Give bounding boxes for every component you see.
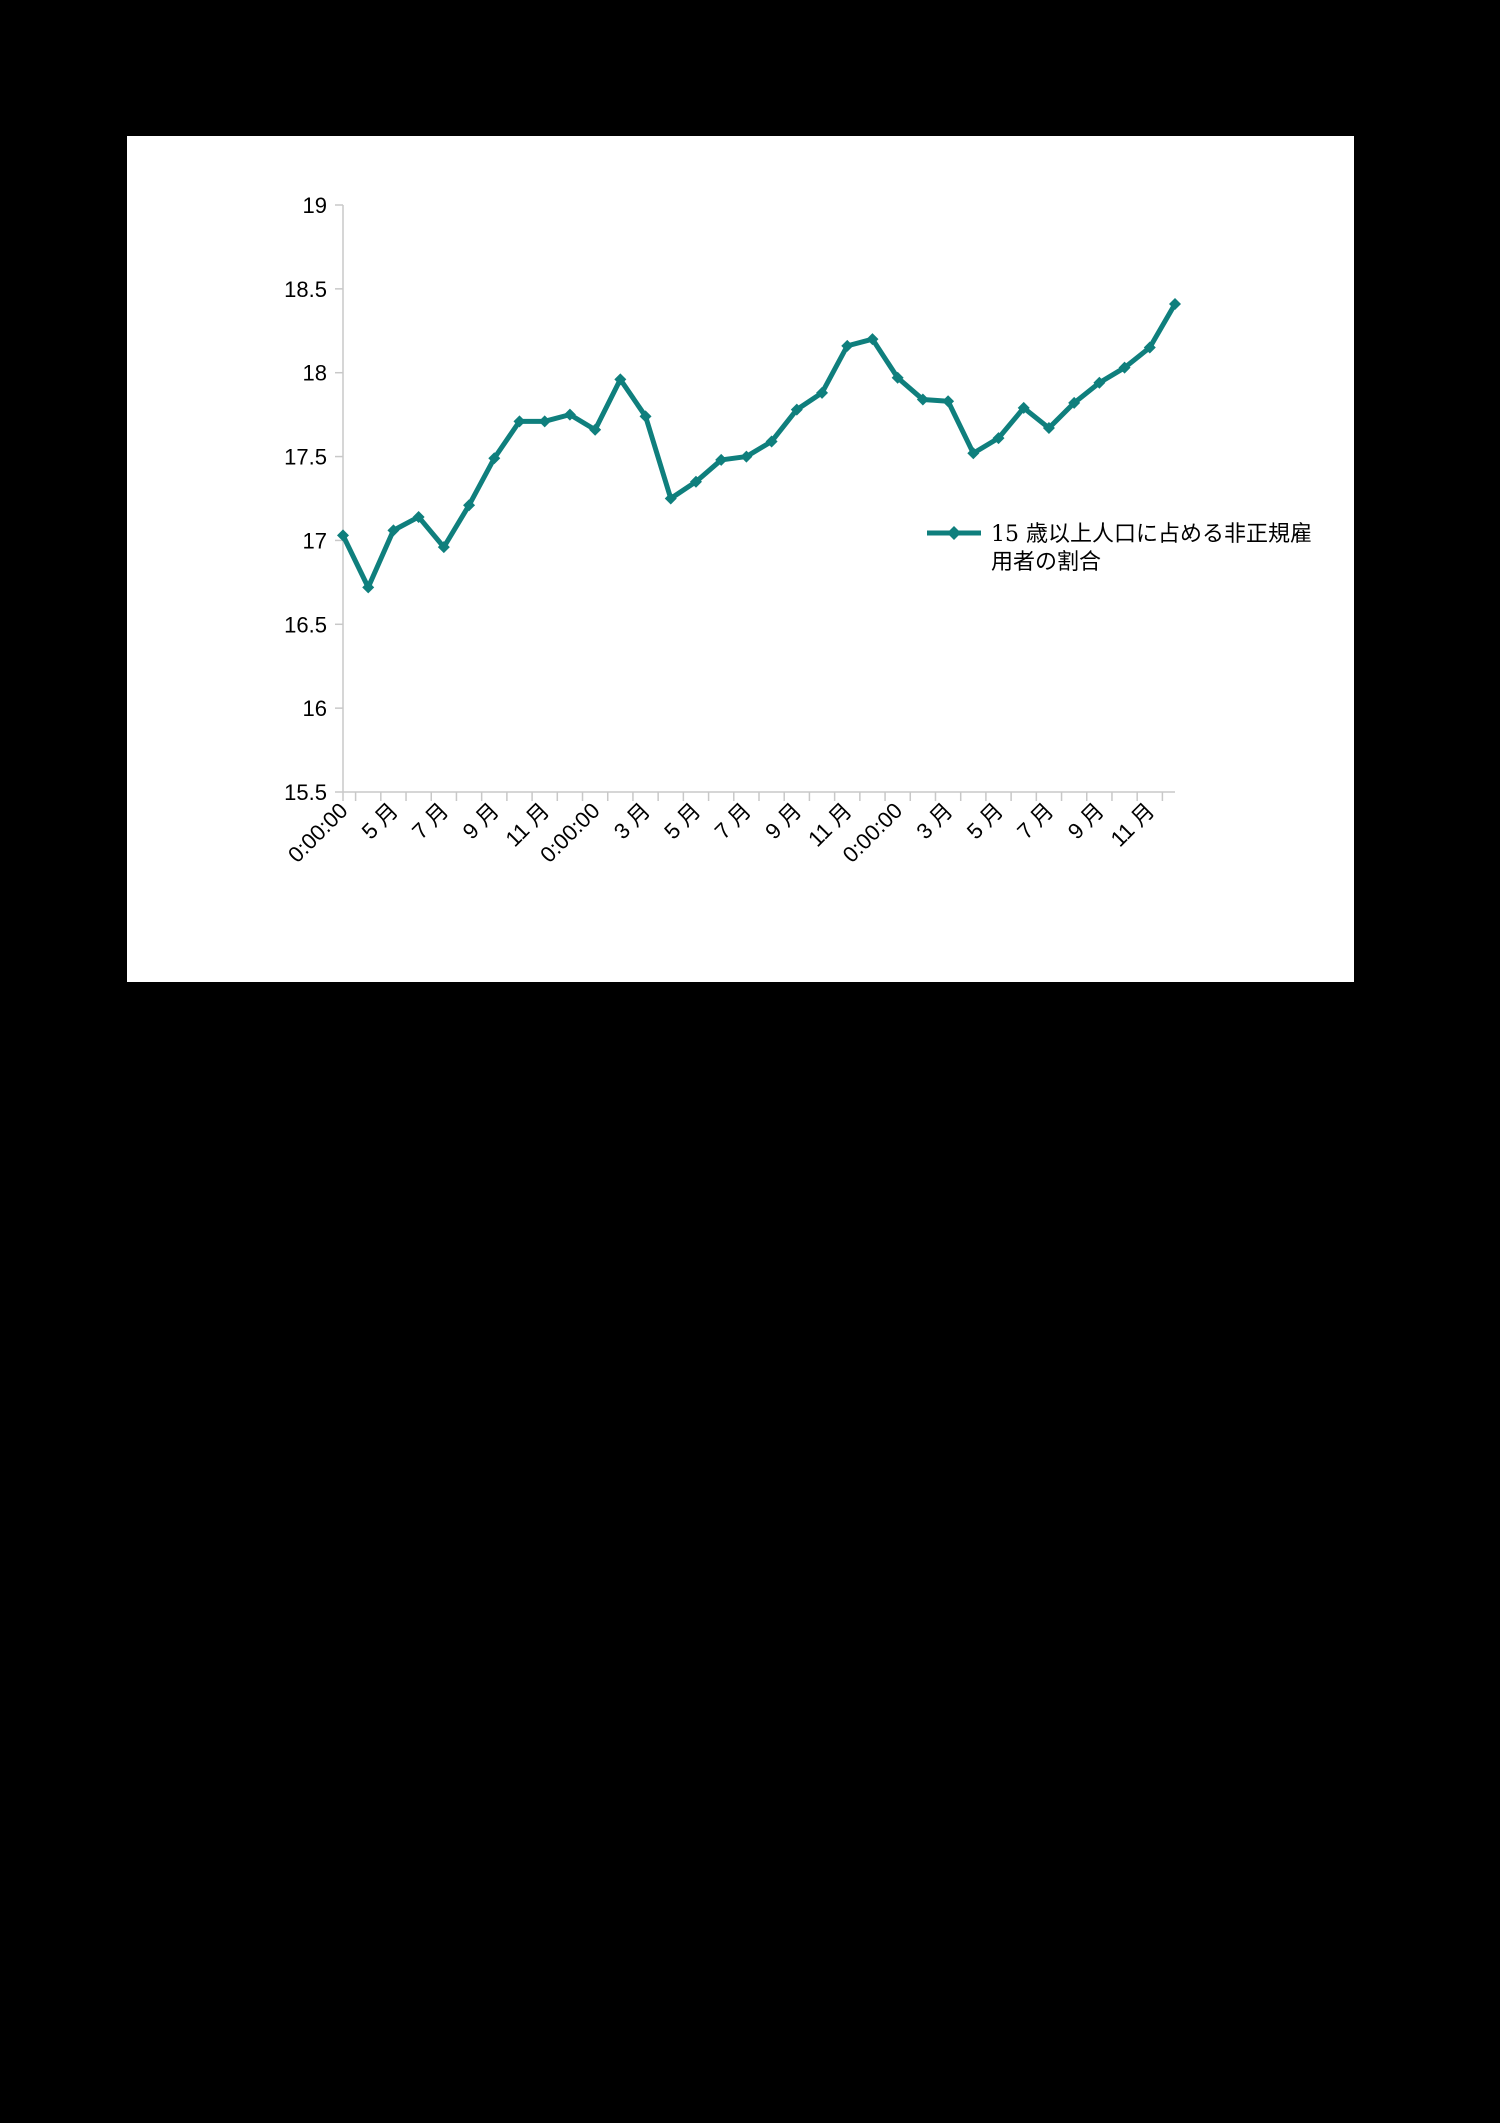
y-tick-label: 19 [303, 193, 327, 218]
x-tick-label: 5 月 [357, 798, 403, 844]
data-point-marker [816, 386, 829, 399]
data-point-marker [437, 541, 450, 554]
y-tick-label: 18.5 [284, 277, 327, 302]
data-point-marker [589, 423, 602, 436]
data-point-marker [866, 333, 879, 346]
x-tick-label: 3 月 [609, 798, 655, 844]
data-point-marker [942, 395, 955, 408]
data-point-marker [967, 447, 980, 460]
data-point-marker [689, 475, 702, 488]
data-point-marker [513, 415, 526, 428]
legend-label-continued: 用者の割合 [991, 550, 1101, 575]
data-point-marker [664, 492, 677, 505]
data-point-marker [1068, 396, 1081, 409]
data-point-marker [1042, 422, 1055, 435]
legend-marker-icon [947, 526, 961, 540]
data-point-marker [715, 453, 728, 466]
data-point-marker [488, 452, 501, 465]
data-point-marker [412, 510, 425, 523]
data-point-marker [916, 393, 929, 406]
x-tick-label: 5 月 [659, 798, 705, 844]
data-point-marker [1143, 341, 1156, 354]
series-line [340, 302, 1178, 590]
data-point-marker [1017, 401, 1030, 414]
x-tick-label: 9 月 [760, 798, 806, 844]
legend: 15 歳以上人口に占める非正規雇 用者の割合 [927, 522, 1312, 575]
x-tick-label: 5 月 [962, 798, 1008, 844]
data-point-marker [1118, 361, 1131, 374]
data-point-marker [463, 499, 476, 512]
x-tick-label: 0:00:00 [283, 798, 353, 868]
data-point-marker [563, 408, 576, 421]
x-tick-label: 9 月 [1063, 798, 1109, 844]
data-point-marker [614, 373, 627, 386]
x-tick-label: 11 月 [1106, 798, 1160, 852]
y-tick-label: 17.5 [284, 445, 327, 470]
y-tick-label: 18 [303, 361, 327, 386]
data-point-marker [337, 529, 349, 542]
data-point-marker [538, 415, 551, 428]
y-tick-label: 17 [303, 528, 327, 553]
chart-axes [335, 204, 1175, 801]
data-point-marker [639, 410, 652, 423]
data-point-marker [841, 339, 854, 352]
x-tick-label: 3 月 [911, 798, 957, 844]
data-point-marker [362, 581, 375, 594]
data-point-marker [387, 524, 400, 537]
data-point-marker [992, 432, 1005, 445]
x-tick-label: 7 月 [710, 798, 756, 844]
y-tick-label: 16.5 [284, 612, 327, 637]
data-point-marker [765, 435, 778, 448]
data-point-marker [1169, 297, 1181, 310]
y-tick-label: 15.5 [284, 780, 327, 805]
y-axis-labels: 15.5 16 16.5 17 17.5 18 18.5 19 [284, 193, 327, 805]
y-tick-label: 16 [303, 696, 327, 721]
x-tick-label: 7 月 [1012, 798, 1058, 844]
data-series [337, 297, 1181, 594]
x-tick-label: 9 月 [458, 798, 504, 844]
legend-label: 15 歳以上人口に占める非正規雇 [991, 522, 1312, 547]
data-point-marker [740, 450, 753, 463]
data-point-marker [790, 403, 803, 416]
data-point-marker [1093, 376, 1106, 389]
x-tick-label: 7 月 [407, 798, 453, 844]
data-point-marker [891, 371, 904, 384]
